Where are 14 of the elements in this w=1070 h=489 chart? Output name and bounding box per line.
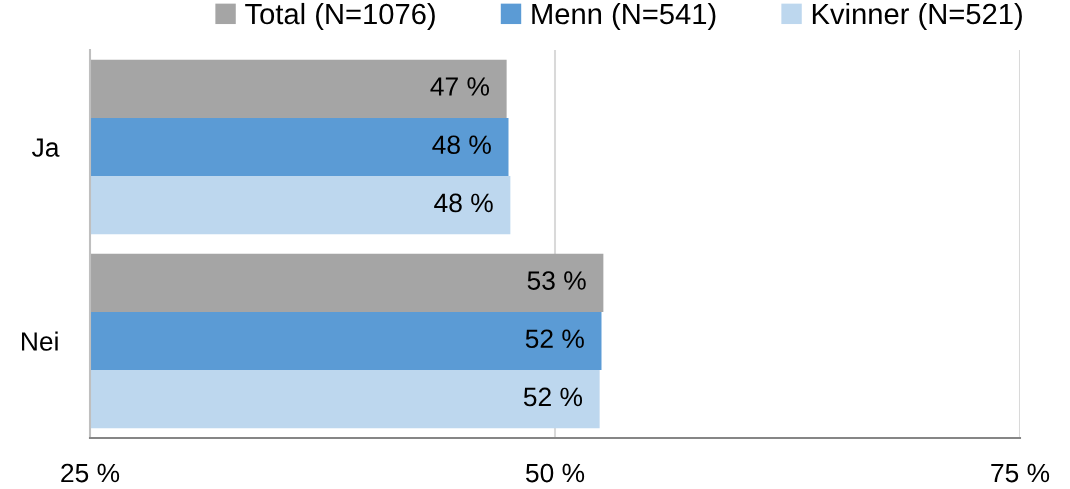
data-label: 53 % [527,271,586,290]
data-label: 48 % [432,135,491,155]
legend-label: Total (N=1076) [245,2,435,31]
legend-label: Menn (N=541) [532,2,716,31]
y-tick-label: Nei [22,331,58,351]
data-label: 47 % [430,77,490,96]
data-label: 52 % [523,387,583,407]
data-label: 48 % [434,193,493,213]
legend-label: Kvinner (N=521) [812,2,1022,31]
data-label: 52 % [525,329,584,349]
x-tick-label: 50 % [525,463,585,483]
x-tick-label: 75 % [991,463,1050,483]
y-tick-label: Ja [31,138,60,157]
x-tick-label: 25 % [61,463,120,483]
